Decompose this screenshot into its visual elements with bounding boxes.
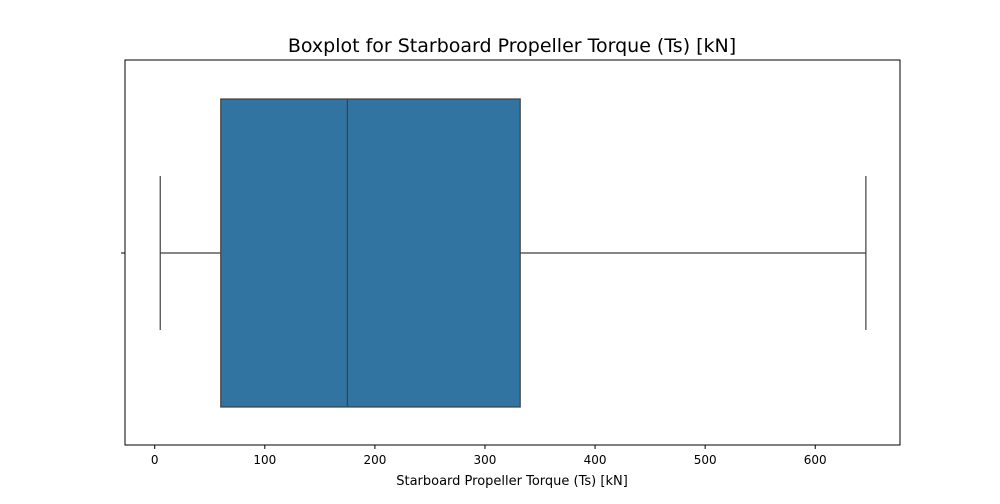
chart-title: Boxplot for Starboard Propeller Torque (… [288,35,736,57]
iqr-box [220,98,521,408]
x-tick-label: 0 [151,453,159,467]
x-tick-label: 600 [804,453,827,467]
x-axis-ticks: 0 100 200 300 400 500 600 [151,445,827,467]
x-axis-label: Starboard Propeller Torque (Ts) [kN] [396,474,628,489]
x-tick-label: 300 [474,453,497,467]
x-tick-label: 100 [253,453,276,467]
x-tick-label: 400 [584,453,607,467]
x-tick-label: 200 [363,453,386,467]
boxplot-series [159,98,867,408]
x-tick-label: 500 [694,453,717,467]
